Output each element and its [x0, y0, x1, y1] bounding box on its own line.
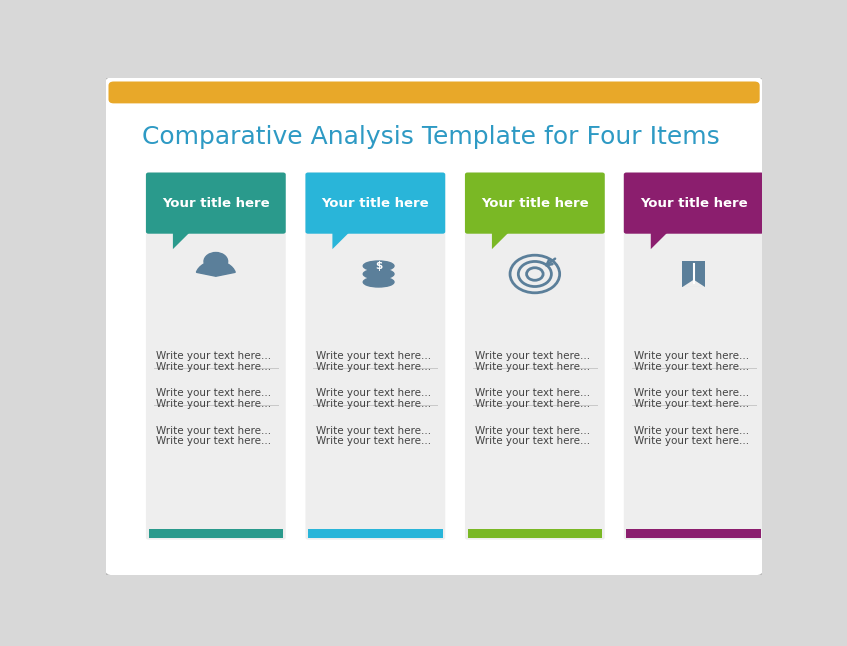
Text: Write your text here...: Write your text here...	[157, 399, 272, 409]
Ellipse shape	[363, 277, 394, 287]
Text: Write your text here...: Write your text here...	[634, 436, 750, 446]
FancyBboxPatch shape	[306, 172, 446, 234]
Bar	[627, 528, 761, 537]
Ellipse shape	[363, 261, 394, 271]
Bar	[308, 203, 443, 232]
Text: $: $	[375, 261, 382, 271]
Text: Your title here: Your title here	[162, 196, 269, 209]
Bar	[468, 528, 602, 537]
Text: Your title here: Your title here	[481, 196, 589, 209]
Text: Write your text here...: Write your text here...	[475, 351, 590, 361]
Polygon shape	[492, 232, 509, 249]
Ellipse shape	[363, 269, 394, 279]
Bar	[683, 261, 705, 287]
Bar	[148, 203, 283, 232]
Polygon shape	[332, 232, 350, 249]
Polygon shape	[173, 232, 191, 249]
FancyBboxPatch shape	[623, 172, 764, 234]
Text: Your title here: Your title here	[639, 196, 748, 209]
Bar	[308, 528, 443, 537]
Text: Write your text here...: Write your text here...	[316, 362, 431, 371]
Bar	[627, 203, 761, 232]
Text: Write your text here...: Write your text here...	[475, 436, 590, 446]
Text: Write your text here...: Write your text here...	[634, 426, 750, 435]
Polygon shape	[683, 280, 705, 287]
FancyBboxPatch shape	[465, 172, 605, 234]
Bar	[148, 528, 283, 537]
Text: Write your text here...: Write your text here...	[475, 426, 590, 435]
Text: Write your text here...: Write your text here...	[316, 436, 431, 446]
Bar	[468, 203, 602, 232]
FancyBboxPatch shape	[623, 172, 764, 539]
Text: Write your text here...: Write your text here...	[316, 388, 431, 399]
Text: Write your text here...: Write your text here...	[316, 399, 431, 409]
Bar	[113, 92, 755, 99]
Text: Write your text here...: Write your text here...	[316, 426, 431, 435]
FancyBboxPatch shape	[104, 76, 764, 576]
Text: Write your text here...: Write your text here...	[157, 388, 272, 399]
Text: Comparative Analysis Template for Four Items: Comparative Analysis Template for Four I…	[142, 125, 720, 149]
Text: Write your text here...: Write your text here...	[634, 351, 750, 361]
Text: Write your text here...: Write your text here...	[634, 388, 750, 399]
Text: Write your text here...: Write your text here...	[316, 351, 431, 361]
Text: Write your text here...: Write your text here...	[157, 436, 272, 446]
FancyBboxPatch shape	[465, 172, 605, 539]
Polygon shape	[650, 232, 668, 249]
Text: Write your text here...: Write your text here...	[157, 351, 272, 361]
Text: Your title here: Your title here	[322, 196, 429, 209]
Text: Write your text here...: Write your text here...	[475, 399, 590, 409]
Text: Write your text here...: Write your text here...	[634, 362, 750, 371]
Text: Write your text here...: Write your text here...	[475, 388, 590, 399]
Text: Write your text here...: Write your text here...	[475, 362, 590, 371]
Wedge shape	[197, 261, 235, 276]
FancyBboxPatch shape	[108, 81, 760, 103]
Text: Write your text here...: Write your text here...	[157, 426, 272, 435]
FancyBboxPatch shape	[146, 172, 285, 539]
Text: Write your text here...: Write your text here...	[157, 362, 272, 371]
FancyBboxPatch shape	[146, 172, 285, 234]
Text: Write your text here...: Write your text here...	[634, 399, 750, 409]
Circle shape	[204, 253, 228, 271]
FancyBboxPatch shape	[306, 172, 446, 539]
